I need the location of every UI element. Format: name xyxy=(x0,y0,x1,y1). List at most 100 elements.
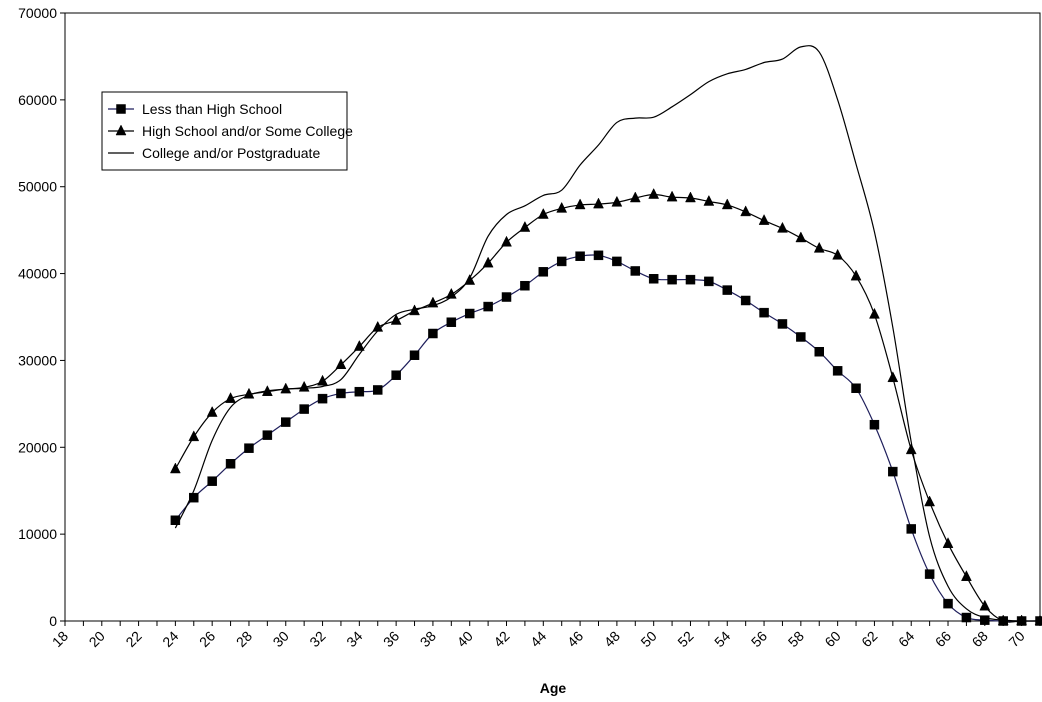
series-2-point xyxy=(593,197,604,209)
series-1-point xyxy=(814,346,824,357)
series-1-point xyxy=(722,285,733,295)
series-1-point xyxy=(832,366,843,376)
legend-label-2: High School and/or Some College xyxy=(142,123,353,139)
y-tick-label: 50000 xyxy=(18,179,57,195)
series-1-point xyxy=(446,317,457,327)
axes xyxy=(64,12,1041,622)
series-2-point xyxy=(556,201,568,213)
series-2-point xyxy=(317,374,328,386)
series-2-point xyxy=(169,462,181,474)
series-1-point xyxy=(262,430,273,440)
series-1-point xyxy=(906,524,916,534)
series-2-point xyxy=(372,320,384,332)
series-2-point xyxy=(795,231,807,243)
series-1-point xyxy=(520,280,530,291)
series-1-point xyxy=(777,319,788,329)
series-1-point xyxy=(317,393,328,404)
series-1-point xyxy=(170,515,181,525)
series-1-point xyxy=(851,383,861,393)
series-2-point xyxy=(482,256,494,268)
legend-label-1: Less than High School xyxy=(142,101,282,117)
series-1-point xyxy=(667,274,677,285)
series-2-point xyxy=(979,599,991,611)
series-1-point xyxy=(593,250,604,261)
series-2-point xyxy=(1016,614,1028,626)
series-1-point xyxy=(759,307,769,318)
series-2-point xyxy=(924,495,936,507)
series-1-point xyxy=(943,598,953,609)
series-2-point xyxy=(390,313,402,325)
series-1-point xyxy=(428,328,438,339)
series-1-point xyxy=(244,443,254,453)
series-2-point xyxy=(261,385,273,396)
series-2-point xyxy=(409,304,420,316)
series-1-point xyxy=(207,476,217,486)
series-1-point xyxy=(630,266,641,276)
y-tick-label: 0 xyxy=(49,613,57,629)
y-tick-labels: 0 10000 20000 30000 40000 50000 60000 70000 xyxy=(18,5,57,629)
series-2-point xyxy=(1034,614,1042,626)
series-2-point xyxy=(611,195,623,207)
series-1-point xyxy=(888,466,898,477)
series-1-point xyxy=(685,274,696,285)
series-2-point xyxy=(850,269,862,281)
series-1-point xyxy=(924,569,935,579)
series-2-point xyxy=(905,443,917,455)
y-tick-label: 20000 xyxy=(18,439,57,455)
series-1-point xyxy=(704,276,714,287)
series-2-point xyxy=(353,339,365,351)
series-1-point xyxy=(648,274,659,284)
series-2-point xyxy=(832,248,844,260)
series-2-point xyxy=(537,207,549,219)
series-1-point xyxy=(575,251,585,261)
series-1-point xyxy=(501,292,512,302)
series-1-point xyxy=(612,256,622,267)
legend-box xyxy=(101,91,348,171)
series-2-point xyxy=(648,187,660,199)
series-2-point xyxy=(298,380,310,392)
series-1-point xyxy=(869,419,880,430)
series-2-point xyxy=(188,430,200,442)
series-2-point xyxy=(869,307,880,319)
series-2-point xyxy=(629,191,641,203)
series-2-point xyxy=(777,221,788,233)
y-tick-label: 60000 xyxy=(18,92,57,108)
series-1-point xyxy=(740,295,751,306)
series-1-point xyxy=(483,301,493,312)
series-2-point xyxy=(501,235,512,247)
series-2-point xyxy=(721,198,733,210)
series-1-point xyxy=(464,308,475,319)
series-1-point xyxy=(391,370,401,380)
y-tick-label: 70000 xyxy=(18,5,57,21)
series-1-point xyxy=(556,256,567,267)
series-2-point xyxy=(887,371,899,383)
series-1-point xyxy=(281,417,291,427)
series-2-point xyxy=(243,387,255,399)
series-2-point xyxy=(280,382,292,394)
legend-marker-2 xyxy=(115,124,127,136)
series-2-point xyxy=(206,405,218,417)
series-1-point xyxy=(961,612,972,623)
series-2-point xyxy=(740,205,752,217)
series-line-3 xyxy=(174,45,1041,622)
series-1-point xyxy=(189,492,199,503)
x-axis-title: Age xyxy=(540,680,567,696)
series-2-point xyxy=(997,614,1009,626)
series-1-point xyxy=(409,350,420,360)
y-tick-label: 10000 xyxy=(18,526,57,542)
series-2-point xyxy=(225,392,236,403)
series-1-point xyxy=(354,386,365,397)
plot-area-frame xyxy=(64,12,1041,622)
legend-label-3: College and/or Postgraduate xyxy=(142,145,320,161)
series-1-point xyxy=(225,459,236,469)
series-2-point xyxy=(961,570,972,581)
y-tick-label: 40000 xyxy=(18,266,57,282)
legend-marker-1 xyxy=(116,104,126,114)
series-1-point xyxy=(336,388,346,399)
legend: Less than High School High School and/or … xyxy=(101,91,353,171)
series-2-point xyxy=(703,194,715,206)
series-2-point xyxy=(685,191,696,203)
series-2-point xyxy=(758,214,770,225)
series-1-point xyxy=(980,615,990,625)
